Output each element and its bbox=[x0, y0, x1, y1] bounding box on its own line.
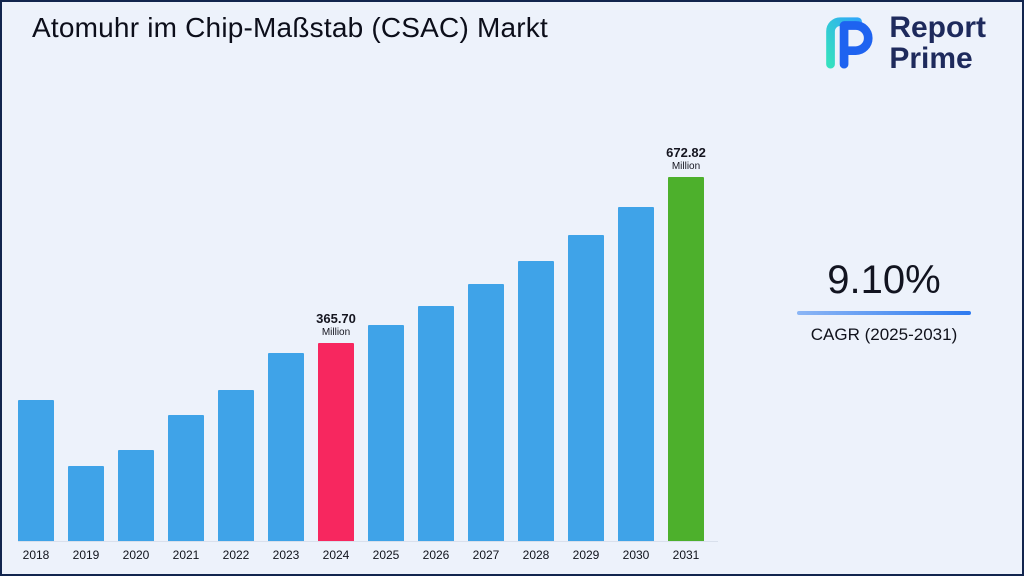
logo-text: Report Prime bbox=[889, 10, 986, 75]
bar-rect-2029 bbox=[568, 235, 604, 541]
report-prime-logo-icon bbox=[815, 12, 877, 75]
bar-2028 bbox=[518, 261, 554, 541]
bar-2021 bbox=[168, 415, 204, 541]
bar-rect-2031 bbox=[668, 177, 704, 541]
bar-chart-plot-area: 365.70 Million 672.82 Million bbox=[18, 139, 718, 542]
cagr-divider bbox=[797, 311, 971, 315]
x-axis-label-2024: 2024 bbox=[322, 548, 350, 562]
page-title: Atomuhr im Chip-Maßstab (CSAC) Markt bbox=[32, 12, 548, 43]
x-axis-label-2023: 2023 bbox=[272, 548, 300, 562]
bar-2022 bbox=[218, 390, 254, 541]
bar-rect-2027 bbox=[468, 284, 504, 541]
x-axis-label-2027: 2027 bbox=[472, 548, 500, 562]
x-axis: 2018 2019 2020 2021 2022 2023 2024 2025 2026 2027… bbox=[18, 548, 718, 562]
bar-rect-2021 bbox=[168, 415, 204, 541]
logo-line-report: Report bbox=[889, 10, 986, 44]
bar-rect-2028 bbox=[518, 261, 554, 541]
bar-rect-2030 bbox=[618, 207, 654, 541]
logo-line-prime: Prime bbox=[889, 41, 973, 75]
bar-value-label-2031: 672.82 Million bbox=[666, 145, 706, 172]
x-axis-label-2028: 2028 bbox=[522, 548, 550, 562]
cagr-value: 9.10% bbox=[827, 258, 941, 302]
bar-2023 bbox=[268, 353, 304, 541]
x-axis-label-2020: 2020 bbox=[122, 548, 150, 562]
bar-rect-2019 bbox=[68, 466, 104, 541]
bar-2020 bbox=[118, 450, 154, 541]
x-axis-label-2030: 2030 bbox=[622, 548, 650, 562]
x-axis-label-2019: 2019 bbox=[72, 548, 100, 562]
cagr-panel: 9.10% CAGR (2025-2031) bbox=[795, 258, 973, 345]
x-axis-label-2022: 2022 bbox=[222, 548, 250, 562]
bar-value-label-2024: 365.70 Million bbox=[316, 311, 356, 338]
report-prime-logo: Report Prime bbox=[815, 12, 986, 75]
x-axis-label-2021: 2021 bbox=[172, 548, 200, 562]
bar-2031: 672.82 Million bbox=[666, 145, 706, 541]
x-axis-label-2026: 2026 bbox=[422, 548, 450, 562]
x-axis-label-2031: 2031 bbox=[672, 548, 700, 562]
bar-rect-2018 bbox=[18, 400, 54, 541]
x-axis-label-2025: 2025 bbox=[372, 548, 400, 562]
x-axis-label-2018: 2018 bbox=[22, 548, 50, 562]
bar-2026 bbox=[418, 306, 454, 541]
bar-chart: 365.70 Million 672.82 Million 2018 2019 2020 2… bbox=[18, 139, 718, 562]
bar-2019 bbox=[68, 466, 104, 541]
cagr-label: CAGR (2025-2031) bbox=[810, 325, 958, 344]
bar-2018 bbox=[18, 400, 54, 541]
bar-2030 bbox=[618, 207, 654, 541]
bar-rect-2026 bbox=[418, 306, 454, 541]
bar-rect-2020 bbox=[118, 450, 154, 541]
bar-rect-2025 bbox=[368, 325, 404, 541]
x-axis-label-2029: 2029 bbox=[572, 548, 600, 562]
bar-rect-2024 bbox=[318, 343, 354, 541]
bar-2027 bbox=[468, 284, 504, 541]
bar-rect-2022 bbox=[218, 390, 254, 541]
bar-2029 bbox=[568, 235, 604, 541]
bar-rect-2023 bbox=[268, 353, 304, 541]
bar-2025 bbox=[368, 325, 404, 541]
bar-2024: 365.70 Million bbox=[316, 311, 356, 541]
